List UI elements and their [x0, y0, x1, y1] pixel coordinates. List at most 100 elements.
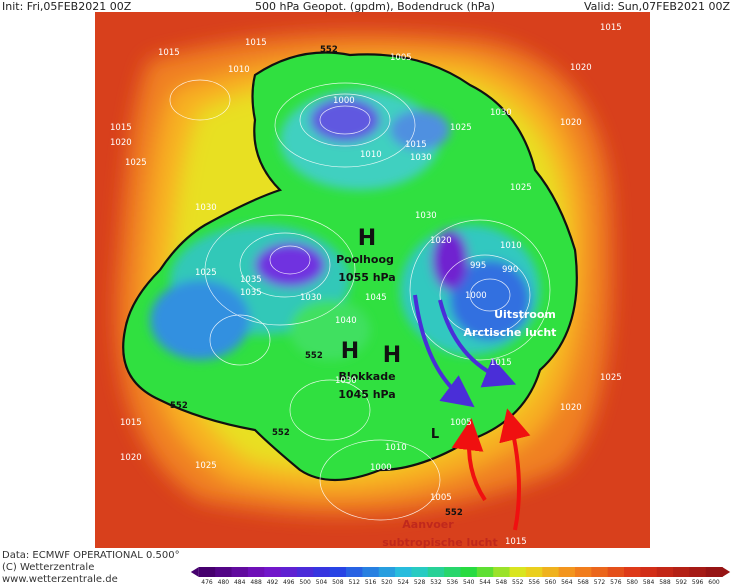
colorbar-swatch: [673, 567, 690, 577]
colorbar-label: 564: [561, 579, 573, 586]
pressure-label: 1030: [300, 293, 322, 303]
pressure-label: 1020: [110, 138, 132, 148]
pressure-label: 1015: [600, 23, 622, 33]
pressure-label: 1015: [120, 418, 142, 428]
colorbar-label: 516: [365, 579, 377, 586]
colorbar-end: [722, 567, 731, 577]
annotation: Uitstroom: [494, 308, 556, 321]
colorbar-label: 476: [201, 579, 213, 586]
colorbar-swatch: [558, 567, 576, 577]
annotation: Arctische lucht: [464, 326, 557, 339]
colorbar-label: 540: [463, 579, 475, 586]
colorbar-label: 520: [381, 579, 393, 586]
pressure-label: 1020: [430, 236, 452, 246]
high-marker: H: [383, 343, 401, 368]
colorbar-label: 544: [479, 579, 491, 586]
colorbar-swatch: [460, 567, 478, 577]
colorbar-label: 548: [496, 579, 508, 586]
pressure-label: 1020: [560, 403, 582, 413]
colorbar-swatch: [476, 567, 494, 577]
annotation: Blokkade: [338, 370, 395, 383]
colorbar-swatch: [296, 567, 314, 577]
pressure-label: 1040: [335, 316, 357, 326]
annotation: subtropische lucht: [382, 536, 498, 549]
colorbar-label: 552: [512, 579, 524, 586]
pressure-label: 1020: [570, 63, 592, 73]
pressure-label: 1015: [245, 38, 267, 48]
contour-label: 552: [445, 508, 463, 518]
colorbar-swatch: [509, 567, 527, 577]
annotation: 1045 hPa: [338, 388, 395, 401]
contour-label: 552: [305, 351, 323, 361]
colorbar-label: 576: [610, 579, 622, 586]
pressure-label: 1015: [405, 140, 427, 150]
colorbar-swatch: [198, 567, 216, 577]
colorbar-label: 556: [528, 579, 540, 586]
colorbar-label: 560: [545, 579, 557, 586]
annotation: Aanvoer: [402, 518, 454, 531]
copyright: (C) Wetterzentrale: [2, 562, 94, 573]
pressure-label: 1030: [490, 108, 512, 118]
pressure-label: 1015: [490, 358, 512, 368]
pressure-label: 1025: [195, 461, 217, 471]
colorbar-label: 492: [267, 579, 279, 586]
pressure-label: 1020: [120, 453, 142, 463]
colorbar-swatch: [329, 567, 347, 577]
colorbar-label: 568: [577, 579, 589, 586]
pressure-label: 1015: [505, 537, 527, 547]
colorbar-label: 504: [316, 579, 328, 586]
colorbar-swatch: [378, 567, 396, 577]
colorbar-label: 484: [234, 579, 246, 586]
colorbar-label: 496: [283, 579, 295, 586]
colorbar-swatch: [362, 567, 380, 577]
pressure-label: 995: [470, 261, 486, 271]
data-source: Data: ECMWF OPERATIONAL 0.500°: [2, 550, 180, 561]
colorbar-swatch: [427, 567, 445, 577]
url: www.wetterzentrale.de: [2, 574, 118, 585]
contour-label: 552: [272, 428, 290, 438]
pressure-label: 1025: [125, 158, 147, 168]
colorbar-swatch: [264, 567, 282, 577]
colorbar-label: 588: [659, 579, 671, 586]
map-title: 500 hPa Geopot. (gpdm), Bodendruck (hPa): [255, 0, 495, 13]
pressure-label: 1025: [450, 123, 472, 133]
pressure-label: 1010: [385, 443, 407, 453]
pressure-label: 1025: [195, 268, 217, 278]
pressure-label: 1020: [560, 118, 582, 128]
valid-time: Valid: Sun,07FEB2021 00Z: [584, 0, 730, 13]
pressure-label: 1000: [370, 463, 392, 473]
pressure-label: 1005: [430, 493, 452, 503]
colorbar-swatch: [542, 567, 560, 577]
pressure-label: 990: [502, 265, 518, 275]
colorbar-swatch: [247, 567, 265, 577]
colorbar-label: 480: [218, 579, 230, 586]
colorbar-label: 596: [692, 579, 704, 586]
colorbar-label: 508: [332, 579, 344, 586]
pressure-label: 1015: [158, 48, 180, 58]
pressure-label: 1030: [195, 203, 217, 213]
pressure-label: 1005: [390, 53, 412, 63]
colorbar-swatch: [656, 567, 674, 577]
colorbar-label: 584: [643, 579, 655, 586]
high-marker: H: [358, 226, 376, 251]
colorbar-end: [190, 567, 199, 577]
colorbar-swatch: [313, 567, 331, 577]
colorbar-swatch: [607, 567, 625, 577]
colorbar-label: 592: [676, 579, 688, 586]
colorbar-swatch: [444, 567, 461, 577]
colorbar-swatch: [689, 567, 707, 577]
colorbar-swatch: [640, 567, 658, 577]
pressure-label: 1035: [240, 288, 262, 298]
colorbar-label: 600: [708, 579, 720, 586]
colorbar-swatch: [493, 567, 511, 577]
annotation: Poolhoog: [336, 253, 394, 266]
pressure-label: 1005: [450, 418, 472, 428]
low-marker: L: [431, 427, 439, 442]
pressure-label: 1045: [365, 293, 387, 303]
pressure-label: 1035: [240, 275, 262, 285]
colorbar-label: 524: [398, 579, 410, 586]
init-time: Init: Fri,05FEB2021 00Z: [2, 0, 132, 13]
pressure-label: 1025: [510, 183, 532, 193]
colorbar-swatch: [624, 567, 641, 577]
colorbar-label: 488: [250, 579, 262, 586]
